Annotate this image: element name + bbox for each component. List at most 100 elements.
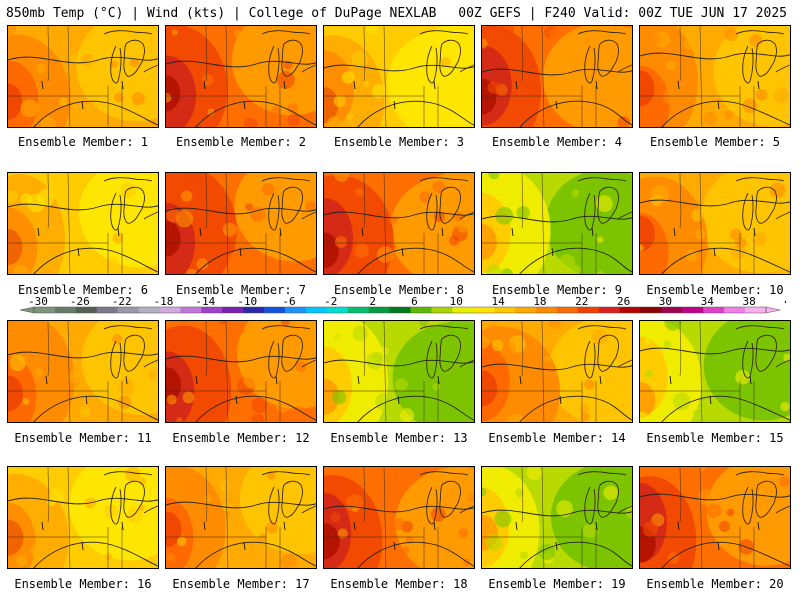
ensemble-map-panel	[323, 172, 475, 275]
colorbar-tick-label: -10	[237, 296, 257, 308]
colorbar-tick-label: -26	[70, 296, 90, 308]
ensemble-map-panel	[639, 466, 791, 569]
ensemble-map-panel	[481, 320, 633, 423]
colorbar-tick-label: 18	[533, 296, 546, 308]
colorbar-segment	[243, 307, 265, 313]
ensemble-map-panel	[7, 25, 159, 128]
colorbar-tick-label: 34	[701, 296, 715, 308]
ensemble-member-caption: Ensemble Member: 15	[646, 431, 784, 445]
temperature-map	[8, 467, 158, 568]
colorbar-tick-label: 2	[369, 296, 376, 308]
colorbar-segment	[117, 307, 139, 313]
ensemble-map-panel	[165, 172, 317, 275]
ensemble-map-panel	[7, 466, 159, 569]
colorbar-segment	[619, 307, 641, 313]
colorbar-segment	[703, 307, 725, 313]
colorbar-tick-label: 22	[575, 296, 588, 308]
ensemble-map-panel	[323, 25, 475, 128]
ensemble-map-panel	[323, 320, 475, 423]
colorbar-segment	[745, 307, 767, 313]
temperature-map	[482, 321, 632, 422]
colorbar-segment	[222, 307, 244, 313]
colorbar-tick-label: -22	[112, 296, 132, 308]
colorbar-segment	[515, 307, 537, 313]
colorbar-max-arrow	[765, 306, 781, 314]
temperature-map	[482, 26, 632, 127]
ensemble-member-caption: Ensemble Member: 2	[175, 135, 307, 149]
ensemble-member-caption: Ensemble Member: 18	[330, 577, 468, 591]
colorbar-segment	[724, 307, 746, 313]
colorbar-segment	[96, 307, 118, 313]
ensemble-map-panel	[7, 320, 159, 423]
colorbar-segment	[180, 307, 202, 313]
temperature-map	[324, 26, 474, 127]
ensemble-member-caption: Ensemble Member: 12	[172, 431, 310, 445]
temperature-map	[166, 321, 316, 422]
temperature-map	[324, 467, 474, 568]
ensemble-map-panel	[7, 172, 159, 275]
temperature-map	[640, 173, 790, 274]
colorbar-segment	[640, 307, 662, 313]
temperature-map	[482, 173, 632, 274]
ensemble-member-caption: Ensemble Member: 5	[649, 135, 781, 149]
colorbar-segment	[577, 307, 599, 313]
colorbar-segment	[368, 307, 390, 313]
colorbar-segment	[326, 307, 349, 313]
colorbar-segment	[389, 307, 411, 313]
colorbar-segment	[452, 307, 474, 313]
ensemble-map-panel	[481, 172, 633, 275]
colorbar-segment	[264, 307, 286, 313]
colorbar-segment	[473, 307, 495, 313]
ensemble-member-caption: Ensemble Member: 9	[491, 283, 623, 297]
colorbar-tick-label: 14	[491, 296, 505, 308]
ensemble-member-caption: Ensemble Member: 20	[646, 577, 784, 591]
ensemble-map-panel	[639, 172, 791, 275]
colorbar-segment	[34, 307, 56, 313]
colorbar-tick-label: 10	[450, 296, 463, 308]
ensemble-map-panel	[165, 25, 317, 128]
header-valid-time: 00Z GEFS | F240 Valid: 00Z TUE JUN 17 20…	[458, 6, 787, 21]
ensemble-member-caption: Ensemble Member: 17	[172, 577, 310, 591]
temperature-map	[166, 467, 316, 568]
colorbar-segment	[598, 307, 620, 313]
temperature-map	[640, 321, 790, 422]
colorbar-tick-label: -14	[195, 296, 215, 308]
ensemble-member-caption: Ensemble Member: 6	[17, 283, 149, 297]
colorbar-segment	[535, 307, 558, 313]
colorbar-segment	[138, 307, 160, 313]
header-title: 850mb Temp (°C) | Wind (kts) | College o…	[6, 6, 437, 21]
ensemble-map-panel	[481, 466, 633, 569]
temperature-map	[324, 173, 474, 274]
ensemble-map-panel	[323, 466, 475, 569]
colorbar-segment	[305, 307, 328, 313]
ensemble-map-panel	[165, 320, 317, 423]
colorbar-tick-label: 26	[617, 296, 630, 308]
temperature-map	[482, 467, 632, 568]
ensemble-map-panel	[481, 25, 633, 128]
temperature-map	[8, 321, 158, 422]
ensemble-member-caption: Ensemble Member: 11	[14, 431, 152, 445]
ensemble-member-caption: Ensemble Member: 16	[14, 577, 152, 591]
colorbar-segment	[556, 307, 579, 313]
ensemble-member-caption: Ensemble Member: 19	[488, 577, 626, 591]
colorbar-tick-label: 6	[411, 296, 418, 308]
colorbar-tick-label: -18	[154, 296, 174, 308]
colorbar-tick-label: 38	[742, 296, 755, 308]
temperature-map	[8, 173, 158, 274]
temperature-colorbar: -30 -26 -22 -18 -14 -10 -6 -2 2 6 10 14 18 22 26 30 34 38…	[19, 296, 786, 314]
colorbar-segment	[431, 307, 453, 313]
colorbar-segment	[347, 307, 369, 313]
ensemble-member-caption: Ensemble Member: 14	[488, 431, 626, 445]
ensemble-map-panel	[165, 466, 317, 569]
colorbar-tick-label: -6	[282, 296, 295, 308]
ensemble-map-panel	[639, 25, 791, 128]
colorbar-segment	[54, 307, 77, 313]
ensemble-member-caption: Ensemble Member: 10	[646, 283, 784, 297]
temperature-map	[8, 26, 158, 127]
temperature-map	[324, 321, 474, 422]
colorbar-tick-label: 30	[659, 296, 672, 308]
colorbar-segment	[682, 307, 704, 313]
temperature-map	[166, 26, 316, 127]
colorbar-segment	[494, 307, 516, 313]
ensemble-member-caption: Ensemble Member: 1	[17, 135, 149, 149]
